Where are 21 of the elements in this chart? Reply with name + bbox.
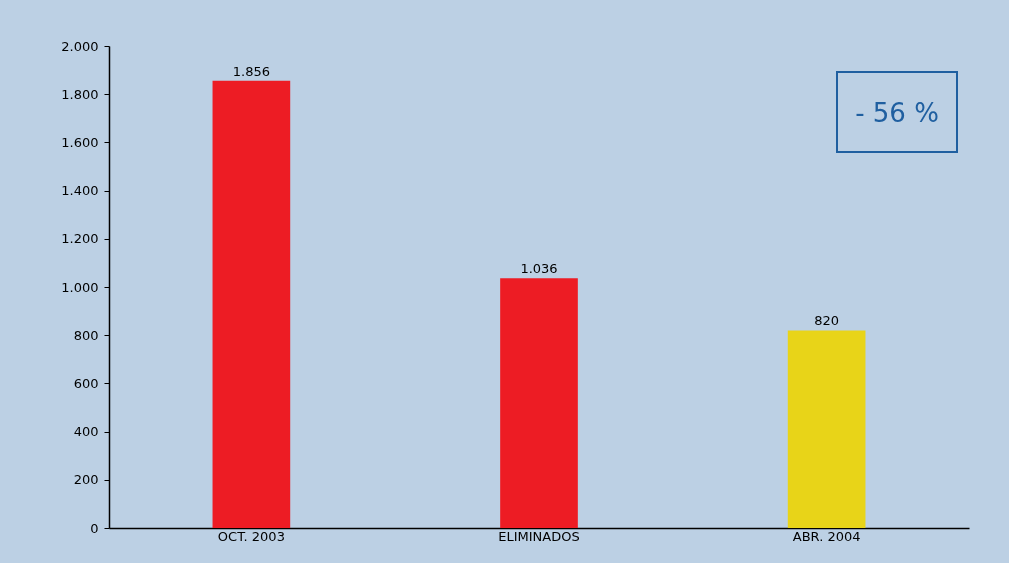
bar <box>787 330 866 528</box>
y-tick-label: 400 <box>73 424 99 440</box>
y-tick-label: 1.400 <box>61 183 99 199</box>
data-label: 820 <box>814 313 840 329</box>
bar <box>212 80 291 528</box>
y-tick-label: 1.600 <box>61 134 99 150</box>
y-tick-label: 0 <box>90 520 99 536</box>
x-tick-label: ELIMINADOS <box>498 528 580 544</box>
y-tick-label: 200 <box>73 472 99 488</box>
y-tick-label: 2.000 <box>61 38 99 54</box>
y-tick-label: 600 <box>73 375 99 391</box>
x-tick-label: ABR. 2004 <box>792 528 861 544</box>
y-tick-label: 1.800 <box>61 86 99 102</box>
data-label: 1.036 <box>520 261 558 277</box>
y-tick-label: 1.000 <box>61 279 99 295</box>
y-tick-label: 800 <box>73 327 99 343</box>
annotation: - 56 % <box>855 98 939 128</box>
data-label: 1.856 <box>232 63 270 79</box>
y-tick-label: 1.200 <box>61 231 99 247</box>
x-tick-label: OCT. 2003 <box>217 528 285 544</box>
bar <box>500 278 578 528</box>
